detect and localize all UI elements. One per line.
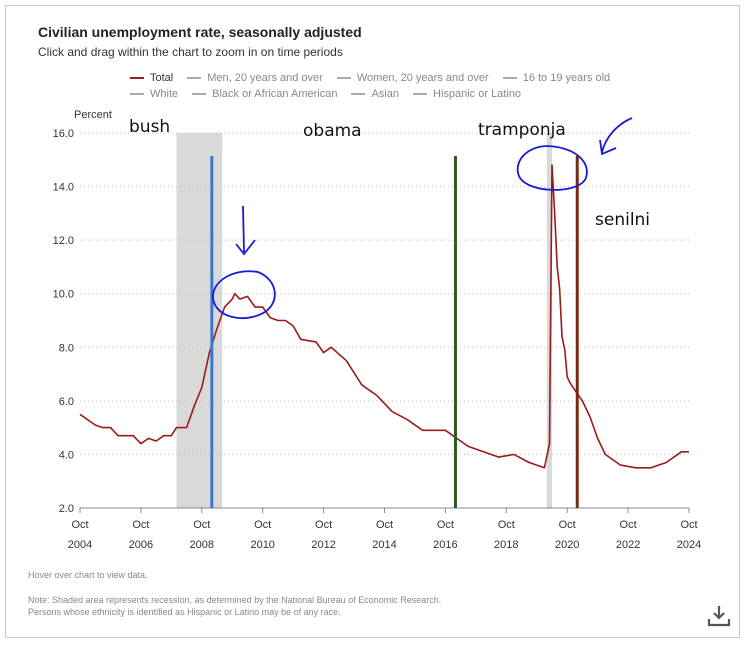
legend-label: Women, 20 years and over [356, 72, 489, 84]
x-tick-month: Oct [315, 519, 332, 531]
x-tick-month: Oct [132, 519, 149, 531]
legend-swatch [336, 77, 351, 79]
x-tick-year: 2004 [68, 539, 92, 551]
ink-circle-covid-peak [516, 145, 588, 191]
legend-item-teens[interactable]: 16 to 19 years old [502, 72, 611, 84]
legend-swatch [351, 93, 366, 95]
x-tick-year: 2006 [129, 539, 153, 551]
legend: Total Men, 20 years and over Women, 20 y… [130, 70, 690, 102]
chart-title: Civilian unemployment rate, seasonally a… [38, 24, 362, 40]
hover-hint: Hover over chart to view data. [28, 570, 148, 580]
y-tick-label: 10.0 [53, 289, 74, 301]
chart-subtitle: Click and drag within the chart to zoom … [38, 45, 343, 59]
x-tick-month: Oct [193, 519, 210, 531]
x-tick-month: Oct [498, 519, 515, 531]
legend-item-white[interactable]: White [130, 88, 178, 100]
annotation-biden: senilni [595, 210, 650, 230]
annotation-obama: obama [303, 121, 362, 141]
legend-label: White [150, 88, 179, 100]
y-tick-label: 14.0 [53, 182, 74, 194]
legend-item-hispanic[interactable]: Hispanic or Latino [413, 88, 521, 100]
x-tick-year: 2014 [372, 539, 396, 551]
recession-band [176, 133, 223, 508]
chart-panel [5, 5, 740, 638]
x-tick-year: 2010 [250, 539, 274, 551]
series-line-total [79, 164, 689, 469]
annotation-trump: tramponja [478, 120, 566, 140]
x-tick-year: 2024 [677, 539, 701, 551]
y-tick-label: 6.0 [59, 396, 74, 408]
legend-label: Asian [371, 88, 399, 100]
y-tick-label: 16.0 [53, 128, 74, 140]
x-tick-year: 2012 [311, 539, 335, 551]
y-axis-label: Percent [74, 109, 112, 121]
x-tick-month: Oct [437, 519, 454, 531]
y-tick-label: 8.0 [59, 342, 74, 354]
legend-swatch [130, 77, 144, 79]
legend-label: Hispanic or Latino [433, 88, 522, 100]
x-tick-year: 2020 [555, 539, 579, 551]
legend-swatch [130, 93, 144, 95]
x-tick-month: Oct [680, 519, 697, 531]
legend-row-2: White Black or African American Asian Hi… [130, 86, 690, 102]
note-hispanic: Persons whose ethnicity is identified as… [28, 607, 341, 617]
annotation-bush: bush [129, 117, 170, 137]
legend-label: 16 to 19 years old [522, 72, 611, 84]
legend-item-men[interactable]: Men, 20 years and over [187, 72, 323, 84]
note-recession: Note: Shaded area represents recession, … [28, 595, 442, 605]
x-tick-month: Oct [376, 519, 393, 531]
x-tick-year: 2016 [433, 539, 457, 551]
ink-arrow-obama [235, 205, 256, 256]
y-tick-label: 2.0 [59, 503, 74, 515]
x-tick-year: 2018 [494, 539, 518, 551]
legend-label: Total [150, 72, 174, 84]
x-tick-year: 2022 [616, 539, 640, 551]
legend-swatch [187, 77, 202, 79]
legend-item-black[interactable]: Black or African American [192, 88, 337, 100]
legend-label: Black or African American [212, 88, 338, 100]
ink-circle-obama-peak [212, 270, 276, 320]
x-tick-month: Oct [71, 519, 88, 531]
legend-swatch [192, 93, 207, 95]
legend-swatch [413, 93, 427, 95]
x-tick-month: Oct [559, 519, 576, 531]
legend-item-asian[interactable]: Asian [351, 88, 399, 100]
legend-item-women[interactable]: Women, 20 years and over [336, 72, 489, 84]
legend-label: Men, 20 years and over [207, 72, 323, 84]
ink-arrow-covid [599, 117, 633, 156]
y-tick-label: 12.0 [53, 235, 74, 247]
legend-item-total[interactable]: Total [130, 72, 173, 84]
x-tick-month: Oct [620, 519, 637, 531]
x-tick-month: Oct [254, 519, 271, 531]
download-icon[interactable] [706, 603, 732, 629]
x-tick-year: 2008 [190, 539, 214, 551]
legend-row-1: Total Men, 20 years and over Women, 20 y… [130, 70, 690, 86]
y-tick-label: 4.0 [59, 449, 74, 461]
legend-swatch [502, 77, 517, 79]
recession-band [546, 133, 552, 508]
